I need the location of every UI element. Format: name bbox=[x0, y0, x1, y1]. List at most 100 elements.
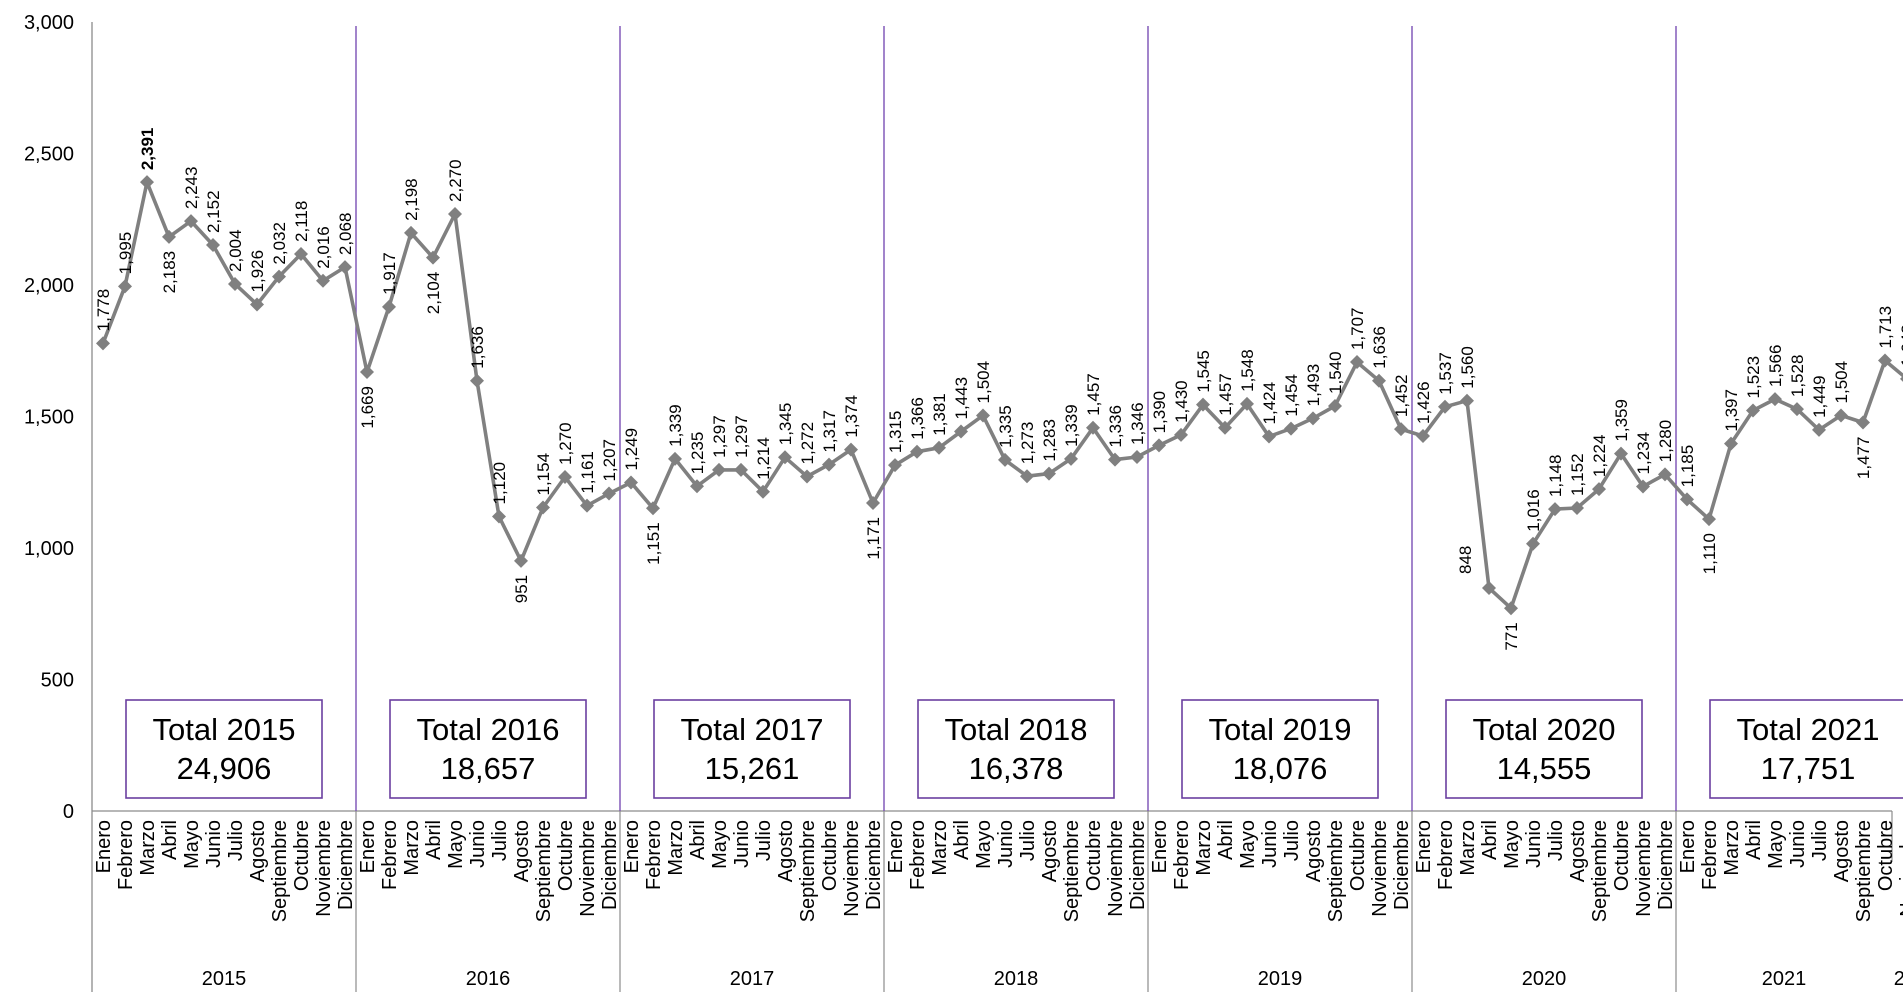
data-label: 2,004 bbox=[226, 229, 245, 272]
data-label: 1,643 bbox=[1898, 324, 1903, 367]
data-label: 1,528 bbox=[1788, 355, 1807, 398]
data-point bbox=[866, 496, 880, 511]
data-point bbox=[1548, 502, 1562, 517]
data-label: 1,297 bbox=[732, 415, 751, 458]
month-tick-label: Abril bbox=[1743, 820, 1765, 860]
month-tick-label: Junio bbox=[731, 820, 753, 868]
year-total-value: 18,657 bbox=[441, 751, 536, 786]
data-label: 1,548 bbox=[1238, 349, 1257, 392]
data-point bbox=[1460, 393, 1474, 408]
data-label: 1,443 bbox=[952, 377, 971, 420]
month-tick-label: Enero bbox=[1149, 820, 1171, 873]
data-point bbox=[448, 206, 462, 221]
data-point bbox=[1592, 482, 1606, 497]
data-point bbox=[1306, 411, 1320, 426]
data-point bbox=[1724, 436, 1738, 451]
month-tick-label: Noviembre bbox=[1633, 820, 1655, 917]
data-point bbox=[1526, 536, 1540, 551]
data-label: 1,390 bbox=[1150, 391, 1169, 434]
month-tick-label: Septiembre bbox=[1589, 820, 1611, 922]
month-tick-label: Marzo bbox=[1193, 820, 1215, 876]
data-point bbox=[668, 451, 682, 466]
month-tick-label: Mayo bbox=[1765, 820, 1787, 869]
data-label: 1,016 bbox=[1524, 489, 1543, 532]
month-tick-label: Marzo bbox=[1457, 820, 1479, 876]
data-label: 1,669 bbox=[358, 386, 377, 429]
data-point bbox=[1504, 601, 1518, 616]
data-label: 1,151 bbox=[644, 522, 663, 565]
data-label: 1,454 bbox=[1282, 374, 1301, 417]
data-label: 1,161 bbox=[578, 451, 597, 494]
month-tick-label: Octubre bbox=[1347, 820, 1369, 891]
data-point bbox=[1878, 353, 1892, 368]
data-label: 2,243 bbox=[182, 167, 201, 210]
data-label: 1,457 bbox=[1084, 373, 1103, 416]
year-total-label: Total 2021 bbox=[1736, 712, 1879, 747]
month-tick-label: Noviembre bbox=[577, 820, 599, 917]
data-label: 1,540 bbox=[1326, 351, 1345, 394]
data-label: 1,449 bbox=[1810, 375, 1829, 418]
month-tick-label: Abril bbox=[951, 820, 973, 860]
month-tick-label: Agosto bbox=[1831, 820, 1853, 882]
data-label: 1,120 bbox=[490, 462, 509, 505]
month-tick-label: Febrero bbox=[643, 820, 665, 890]
axes: 0 500 1,000 1,500 2,000 2,500 3,000 bbox=[24, 12, 1892, 992]
month-tick-label: Marzo bbox=[1721, 820, 1743, 876]
data-label: 1,315 bbox=[886, 411, 905, 454]
data-point bbox=[338, 260, 352, 275]
month-tick-label: Mayo bbox=[973, 820, 995, 869]
data-label: 1,397 bbox=[1722, 389, 1741, 432]
month-tick-label: Julio bbox=[1017, 820, 1039, 861]
year-total-box bbox=[389, 699, 587, 799]
data-label: 1,171 bbox=[864, 517, 883, 560]
data-point bbox=[382, 299, 396, 314]
data-label: 1,339 bbox=[1062, 404, 1081, 447]
data-point bbox=[1108, 452, 1122, 467]
data-label: 1,566 bbox=[1766, 345, 1785, 388]
data-point bbox=[1328, 398, 1342, 413]
data-label: 2,068 bbox=[336, 213, 355, 256]
data-label: 1,545 bbox=[1194, 350, 1213, 393]
data-label: 1,560 bbox=[1458, 346, 1477, 389]
year-total-label: Total 2019 bbox=[1208, 712, 1351, 747]
data-label: 1,249 bbox=[622, 428, 641, 471]
data-label: 2,391 bbox=[138, 128, 157, 171]
data-label: 1,926 bbox=[248, 250, 267, 293]
month-tick-label: Octubre bbox=[555, 820, 577, 891]
month-tick-label: Febrero bbox=[1699, 820, 1721, 890]
year-total-label: Total 2018 bbox=[944, 712, 1087, 747]
year-total-label: Total 2017 bbox=[680, 712, 823, 747]
month-tick-label: Abril bbox=[687, 820, 709, 860]
year-label: 2019 bbox=[1258, 968, 1303, 990]
data-label: 1,235 bbox=[688, 432, 707, 475]
data-point bbox=[888, 458, 902, 473]
data-point bbox=[1064, 451, 1078, 466]
data-point bbox=[844, 442, 858, 457]
y-tick-label: 3,000 bbox=[24, 12, 74, 34]
data-point bbox=[1416, 428, 1430, 443]
month-tick-label: Febrero bbox=[379, 820, 401, 890]
data-point bbox=[602, 486, 616, 501]
month-tick-label: Enero bbox=[1677, 820, 1699, 873]
month-tick-label: Julio bbox=[1809, 820, 1831, 861]
data-point bbox=[1702, 512, 1716, 527]
data-point bbox=[954, 424, 968, 439]
month-tick-label: Febrero bbox=[115, 820, 137, 890]
data-point bbox=[690, 479, 704, 494]
data-label: 1,283 bbox=[1040, 419, 1059, 462]
y-tick-label: 1,000 bbox=[24, 538, 74, 560]
data-point bbox=[206, 238, 220, 253]
year-label: 2021 bbox=[1762, 968, 1807, 990]
month-tick-label: Junio bbox=[467, 820, 489, 868]
month-tick-label: Julio bbox=[753, 820, 775, 861]
year-total-value: 15,261 bbox=[705, 751, 800, 786]
data-point bbox=[536, 500, 550, 515]
data-label: 1,778 bbox=[94, 289, 113, 332]
data-point bbox=[184, 214, 198, 229]
month-tick-label: Octubre bbox=[819, 820, 841, 891]
data-point bbox=[1086, 420, 1100, 435]
data-label: 1,457 bbox=[1216, 373, 1235, 416]
year-label: 2018 bbox=[994, 968, 1039, 990]
